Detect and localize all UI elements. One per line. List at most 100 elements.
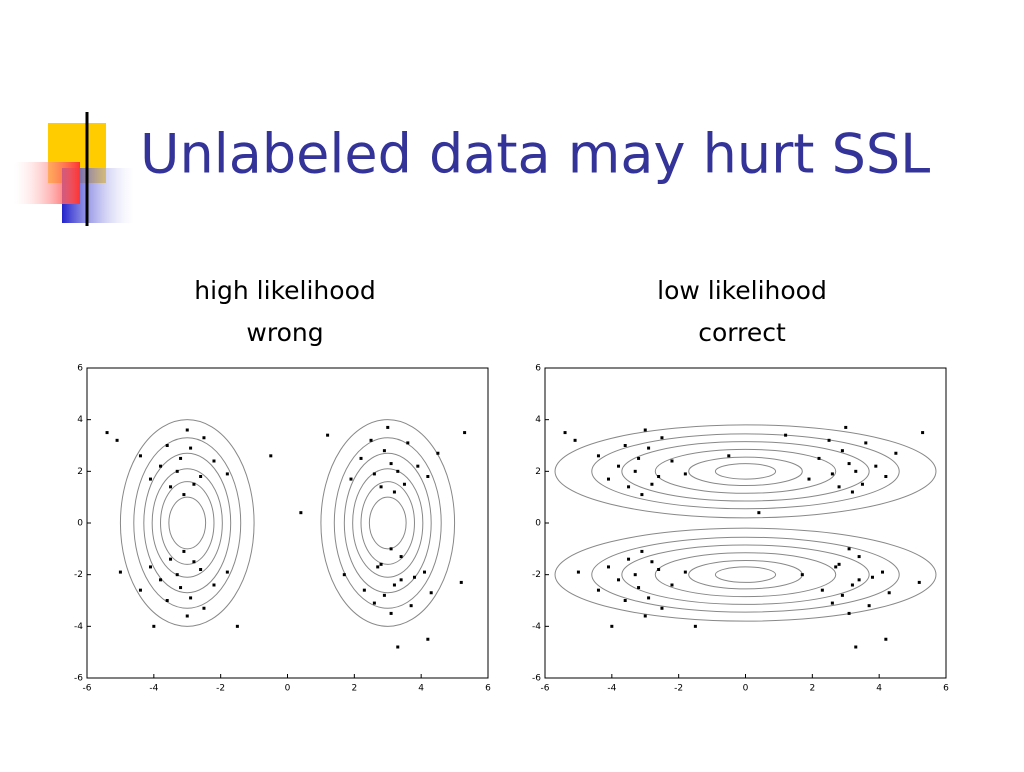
- point: [326, 433, 330, 437]
- point: [212, 583, 216, 587]
- point: [235, 624, 239, 628]
- y-tick-label: 2: [535, 467, 541, 477]
- point: [617, 464, 621, 468]
- point: [182, 549, 186, 553]
- point: [847, 547, 851, 551]
- point: [850, 583, 854, 587]
- point: [399, 578, 403, 582]
- y-tick-label: -4: [532, 622, 541, 632]
- contour: [554, 527, 937, 622]
- point: [436, 451, 440, 455]
- point: [847, 611, 851, 615]
- x-tick-label: -2: [216, 684, 225, 694]
- point: [647, 446, 651, 450]
- point: [643, 614, 647, 618]
- point: [389, 462, 393, 466]
- point: [416, 464, 420, 468]
- point: [854, 469, 858, 473]
- point: [379, 562, 383, 566]
- contour: [160, 481, 215, 565]
- point: [192, 560, 196, 564]
- point: [784, 433, 788, 437]
- x-tick-label: 2: [351, 684, 357, 694]
- point: [159, 464, 163, 468]
- point: [887, 591, 891, 595]
- point: [202, 606, 206, 610]
- point: [409, 604, 413, 608]
- point: [152, 624, 156, 628]
- point: [670, 583, 674, 587]
- x-tick-label: -6: [83, 684, 92, 694]
- point: [412, 575, 416, 579]
- y-tick-label: 0: [77, 519, 83, 529]
- point: [396, 469, 400, 473]
- point: [647, 596, 651, 600]
- point: [105, 431, 109, 435]
- x-tick-label: 6: [943, 684, 949, 694]
- point: [623, 444, 627, 447]
- point: [596, 454, 600, 458]
- point: [881, 570, 885, 574]
- x-tick-label: 4: [876, 684, 882, 694]
- point: [874, 464, 878, 468]
- point: [627, 485, 631, 489]
- point: [884, 637, 888, 641]
- contour: [133, 437, 242, 609]
- contour: [688, 456, 803, 487]
- point: [596, 588, 600, 592]
- slide-title: Unlabeled data may hurt SSL: [140, 123, 930, 186]
- point: [169, 485, 173, 489]
- point: [870, 575, 874, 579]
- y-tick-label: 6: [77, 364, 83, 374]
- y-tick-label: -6: [532, 674, 541, 684]
- point: [399, 555, 403, 559]
- point: [349, 477, 353, 481]
- point: [757, 511, 761, 515]
- point: [392, 490, 396, 494]
- point: [382, 449, 386, 453]
- x-tick-label: -4: [149, 684, 158, 694]
- point: [199, 475, 203, 478]
- x-tick-label: 2: [809, 684, 815, 694]
- point: [657, 568, 661, 571]
- point: [633, 469, 637, 473]
- point: [148, 477, 152, 481]
- point: [693, 624, 697, 628]
- point: [148, 565, 152, 569]
- point: [817, 456, 821, 460]
- contour: [621, 441, 870, 502]
- point: [830, 472, 834, 476]
- x-tick-label: 0: [743, 684, 749, 694]
- point: [389, 611, 393, 615]
- point: [185, 428, 189, 432]
- point: [115, 438, 119, 442]
- point: [670, 459, 674, 463]
- point: [165, 444, 169, 447]
- point: [563, 431, 567, 435]
- point: [212, 459, 216, 463]
- y-tick-label: 2: [77, 467, 83, 477]
- point: [854, 645, 858, 649]
- contour: [360, 481, 415, 565]
- point: [864, 441, 868, 445]
- plot-title: wrong: [246, 318, 323, 347]
- point: [138, 588, 142, 592]
- point: [921, 431, 925, 435]
- contour: [591, 536, 900, 613]
- point: [372, 601, 376, 605]
- logo-decoration: [14, 112, 960, 226]
- point: [610, 624, 614, 628]
- y-tick-label: -4: [74, 622, 83, 632]
- point: [637, 456, 641, 460]
- y-tick-label: -6: [74, 674, 83, 684]
- point: [138, 454, 142, 458]
- point: [683, 472, 687, 476]
- point: [392, 583, 396, 587]
- point: [406, 441, 410, 445]
- point: [342, 573, 346, 577]
- point: [389, 547, 393, 551]
- point: [660, 606, 664, 610]
- point: [359, 456, 363, 460]
- point: [189, 596, 193, 600]
